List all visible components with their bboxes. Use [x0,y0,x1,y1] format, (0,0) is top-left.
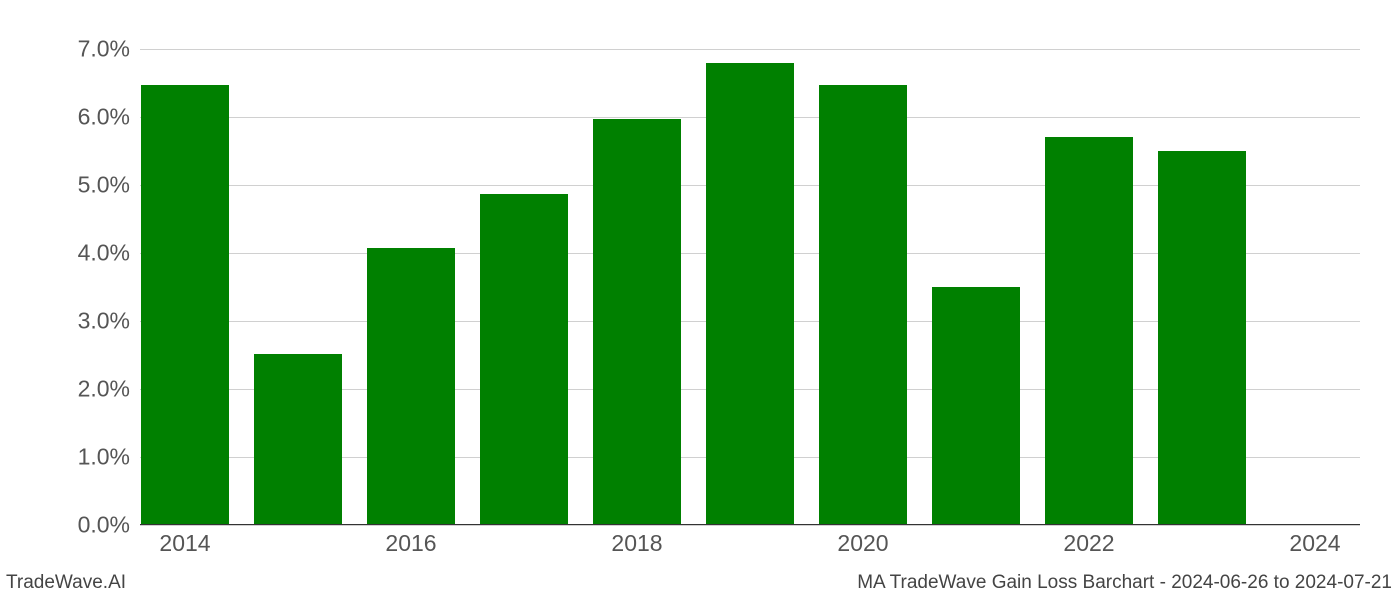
bar-2022 [1045,137,1133,524]
bar-2017 [480,194,568,524]
bar-2014 [141,85,229,524]
x-tick-label: 2018 [611,530,662,557]
bar-2019 [706,63,794,524]
y-tick-label: 2.0% [10,375,130,402]
y-tick-label: 7.0% [10,35,130,62]
x-tick-label: 2024 [1289,530,1340,557]
bar-2020 [819,85,907,524]
y-tick-label: 3.0% [10,307,130,334]
x-tick-label: 2014 [159,530,210,557]
y-tick-label: 5.0% [10,171,130,198]
bar-2015 [254,354,342,524]
gridline [140,49,1360,50]
x-tick-label: 2022 [1063,530,1114,557]
gridline [140,525,1360,526]
bar-2018 [593,119,681,524]
x-tick-label: 2020 [837,530,888,557]
x-tick-label: 2016 [385,530,436,557]
footer-right-caption: MA TradeWave Gain Loss Barchart - 2024-0… [857,572,1392,594]
y-tick-label: 1.0% [10,443,130,470]
chart-plot-area [140,35,1360,525]
bar-2016 [367,248,455,524]
bar-2023 [1158,151,1246,524]
bar-2021 [932,287,1020,524]
plot-region [140,35,1360,525]
y-tick-label: 0.0% [10,512,130,539]
y-tick-label: 6.0% [10,103,130,130]
y-tick-label: 4.0% [10,239,130,266]
footer-left-brand: TradeWave.AI [6,572,126,594]
